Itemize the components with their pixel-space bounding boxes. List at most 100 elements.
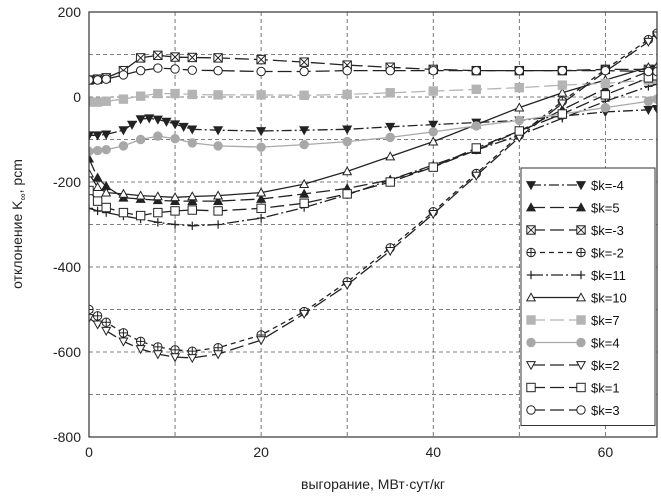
data-point (213, 53, 223, 63)
data-point (153, 63, 163, 73)
series-2 (89, 50, 657, 85)
data-point (135, 210, 146, 221)
data-point (152, 350, 163, 360)
data-point (153, 88, 163, 99)
data-point (135, 190, 146, 200)
legend-label: $k=10 (591, 291, 627, 306)
legend-entry: $k=10 (525, 291, 627, 306)
data-point (643, 37, 654, 47)
data-point (118, 126, 129, 136)
data-point (600, 90, 611, 100)
data-point (385, 151, 396, 161)
legend-label: $k=1 (591, 381, 620, 396)
data-point (471, 171, 482, 181)
data-point (101, 130, 112, 140)
legend-marker (576, 337, 586, 348)
data-point (514, 126, 525, 136)
legend-entry: $k=5 (525, 201, 620, 216)
data-point (428, 65, 438, 76)
data-point (471, 65, 481, 76)
data-point (256, 54, 266, 65)
legend-marker (576, 247, 586, 258)
data-point (385, 246, 396, 257)
legend-label: $k=2 (591, 358, 620, 373)
y-axis-title: отклонение K∞, pcm (9, 159, 29, 289)
data-point (600, 65, 611, 76)
data-point (153, 131, 163, 141)
data-point (170, 353, 181, 363)
y-tick-label: 200 (58, 4, 82, 20)
data-point (92, 181, 103, 191)
data-point (152, 191, 163, 201)
data-point (557, 99, 568, 109)
data-point (92, 97, 103, 107)
data-point (178, 122, 189, 132)
data-point (89, 131, 95, 141)
series-7 (89, 94, 657, 157)
data-point (213, 90, 223, 100)
legend-entry: $k=-4 (525, 178, 624, 193)
data-point (514, 65, 525, 76)
data-point (342, 189, 352, 199)
data-point (188, 221, 197, 230)
x-tick-label: 20 (253, 444, 269, 460)
legend-marker (575, 202, 587, 212)
data-point (557, 80, 568, 90)
series-line (89, 83, 657, 227)
data-point (299, 66, 309, 77)
legend-entry: $k=-3 (526, 223, 624, 238)
data-point (92, 196, 103, 206)
data-point (428, 86, 438, 96)
legend-marker (526, 247, 536, 258)
data-point (135, 53, 146, 63)
data-point (299, 126, 310, 136)
data-point (471, 121, 481, 131)
legend-marker (576, 270, 586, 280)
data-point (92, 172, 103, 182)
series-line (89, 68, 657, 202)
legend-entry: $k=-2 (526, 246, 624, 261)
data-point (89, 204, 94, 213)
data-point (118, 328, 129, 338)
data-point (126, 120, 138, 130)
data-point (385, 65, 395, 76)
data-point (153, 50, 163, 61)
data-point (93, 206, 102, 216)
data-point (213, 190, 224, 200)
data-point (471, 143, 481, 153)
data-point (213, 126, 224, 136)
data-point (652, 80, 657, 89)
data-point (135, 65, 146, 76)
legend-label: $k=7 (591, 313, 620, 328)
data-point (170, 52, 180, 62)
data-point (213, 206, 223, 216)
legend-marker (525, 292, 537, 302)
data-point (101, 96, 111, 106)
data-point (92, 320, 103, 330)
data-point (187, 354, 198, 364)
legend-entry: $k=3 (526, 403, 620, 418)
data-point (170, 220, 180, 229)
legend-marker (526, 315, 536, 325)
series-line (89, 67, 657, 81)
legend-entry: $k=7 (526, 313, 620, 328)
data-point (213, 350, 224, 360)
data-point (256, 127, 267, 137)
y-tick-label: 0 (73, 89, 81, 105)
series-line (89, 78, 657, 103)
data-point (256, 66, 266, 77)
legend-entry: $k=11 (526, 268, 626, 283)
legend-box (520, 167, 656, 426)
y-tick-label: -400 (53, 259, 81, 275)
data-point (256, 142, 266, 152)
data-point (135, 345, 146, 355)
legend-marker (576, 382, 586, 393)
data-point (92, 311, 103, 321)
data-point (385, 122, 396, 132)
data-point (557, 65, 568, 76)
legend-marker (526, 337, 536, 348)
data-point (89, 168, 95, 178)
data-point (514, 102, 525, 112)
data-point (170, 133, 180, 144)
